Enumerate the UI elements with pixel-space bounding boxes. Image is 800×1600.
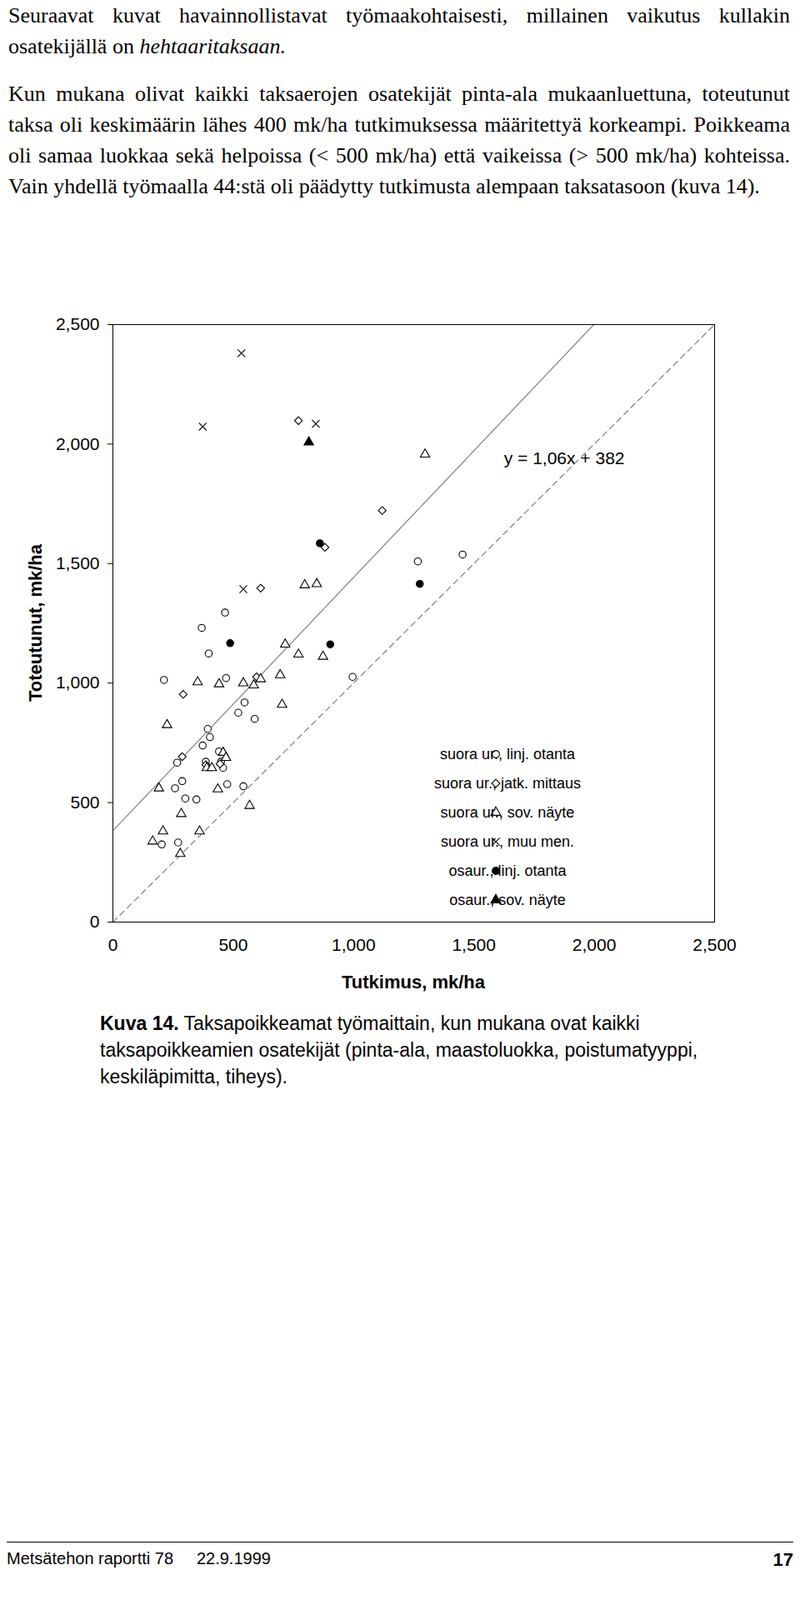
svg-text:Tutkimus, mk/ha: Tutkimus, mk/ha	[341, 971, 486, 993]
svg-text:osaur., linj. otanta: osaur., linj. otanta	[448, 862, 567, 880]
svg-text:2,000: 2,000	[572, 935, 617, 955]
html-text:Seuraavat kuvat havainnollista: Seuraavat kuvat havainnollistavat työmaa…	[8, 3, 790, 59]
svg-text:suora ur., sov. näyte: suora ur., sov. näyte	[440, 804, 575, 821]
html-text:Kun mukana olivat kaikki taksa: Kun mukana olivat kaikki taksaerojen osa…	[8, 81, 790, 199]
svg-text:suora ur., jatk. mittaus: suora ur., jatk. mittaus	[434, 775, 581, 792]
svg-text:suora ur., muu men.: suora ur., muu men.	[440, 833, 575, 850]
html-text:Metsätehon raportti 78 22.9.19: Metsätehon raportti 78 22.9.1999	[6, 1549, 271, 1568]
svg-text:y = 1,06x + 382: y = 1,06x + 382	[504, 448, 625, 468]
svg-text:osaur., sov. näyte: osaur., sov. näyte	[449, 891, 566, 909]
svg-text:Toteutunut, mk/ha: Toteutunut, mk/ha	[25, 543, 46, 702]
html-text:Kuva 14. Taksapoikkeamat työma: Kuva 14. Taksapoikkeamat työmaittain, ku…	[100, 1012, 698, 1088]
svg-text:0: 0	[108, 935, 119, 955]
svg-text:1,000: 1,000	[55, 672, 100, 692]
svg-text:500: 500	[218, 935, 248, 955]
svg-text:1,500: 1,500	[451, 935, 496, 955]
svg-text:1,000: 1,000	[331, 935, 376, 955]
svg-text:2,000: 2,000	[55, 434, 100, 454]
svg-text:0: 0	[90, 911, 100, 931]
svg-text:2,500: 2,500	[55, 314, 100, 334]
svg-text:suora ur., linj. otanta: suora ur., linj. otanta	[440, 745, 576, 763]
html-text:17: 17	[772, 1549, 794, 1570]
svg-text:1,500: 1,500	[55, 553, 100, 573]
svg-text:500: 500	[70, 792, 100, 812]
svg-text:2,500: 2,500	[692, 935, 737, 955]
